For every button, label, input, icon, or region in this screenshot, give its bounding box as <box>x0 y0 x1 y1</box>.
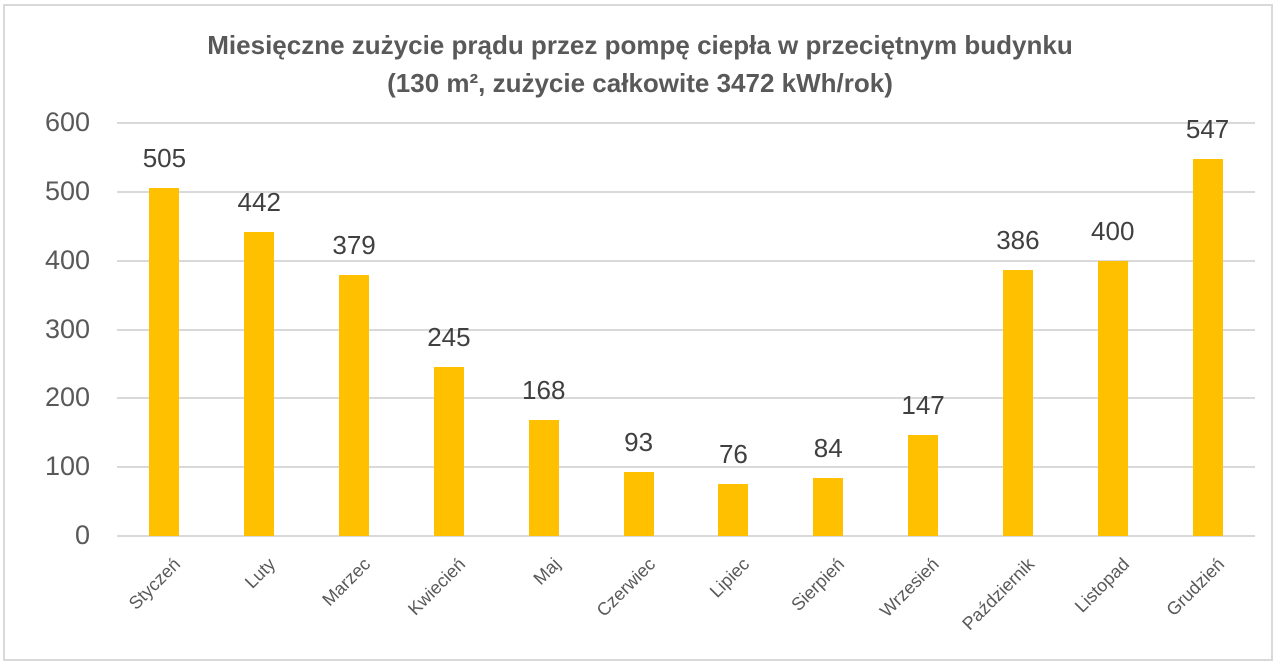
data-label: 168 <box>522 375 566 406</box>
gridline <box>117 397 1255 400</box>
y-tick-label: 300 <box>44 313 90 344</box>
y-tick-label: 600 <box>44 107 90 137</box>
data-label: 93 <box>624 426 654 457</box>
gridline <box>117 466 1255 469</box>
data-label: 547 <box>1185 114 1230 145</box>
y-tick-label: 500 <box>44 175 90 206</box>
bar-listopad <box>1097 260 1128 536</box>
gridline <box>117 328 1255 331</box>
data-label: 147 <box>901 389 945 420</box>
bar-styczeń <box>149 188 180 536</box>
y-tick-label: 200 <box>44 382 90 413</box>
gridline <box>117 259 1255 262</box>
data-label: 84 <box>813 433 843 464</box>
bar-czerwiec <box>623 471 654 536</box>
y-tick-label: 400 <box>44 244 90 275</box>
chart-frame <box>3 4 1273 661</box>
chart-title-line1: Miesięczne zużycie prądu przez pompę cie… <box>207 30 1073 60</box>
data-label: 245 <box>427 322 471 353</box>
data-label: 505 <box>142 143 187 174</box>
bar-październik <box>1002 270 1033 536</box>
chart-title-line2: (130 m², zużycie całkowite 3472 kWh/rok) <box>387 68 893 98</box>
gridline <box>117 122 1255 124</box>
y-tick-label: 100 <box>44 451 90 482</box>
chart-title: Miesięczne zużycie prądu przez pompę cie… <box>0 26 1280 102</box>
bar-wrzesień <box>908 434 939 536</box>
data-label: 76 <box>718 438 748 469</box>
data-label: 442 <box>237 186 281 217</box>
bar-maj <box>528 420 559 536</box>
gridline <box>117 190 1255 193</box>
bar-grudzień <box>1192 159 1223 536</box>
bar-luty <box>244 231 275 536</box>
y-tick-label: 0 <box>74 520 90 550</box>
data-label: 400 <box>1091 215 1135 246</box>
gridline <box>117 535 1255 537</box>
bar-sierpień <box>813 478 844 536</box>
data-label: 386 <box>996 225 1040 256</box>
bar-marzec <box>339 275 370 536</box>
data-label: 379 <box>332 230 376 261</box>
bar-lipiec <box>718 483 749 536</box>
bar-kwiecień <box>433 367 464 536</box>
